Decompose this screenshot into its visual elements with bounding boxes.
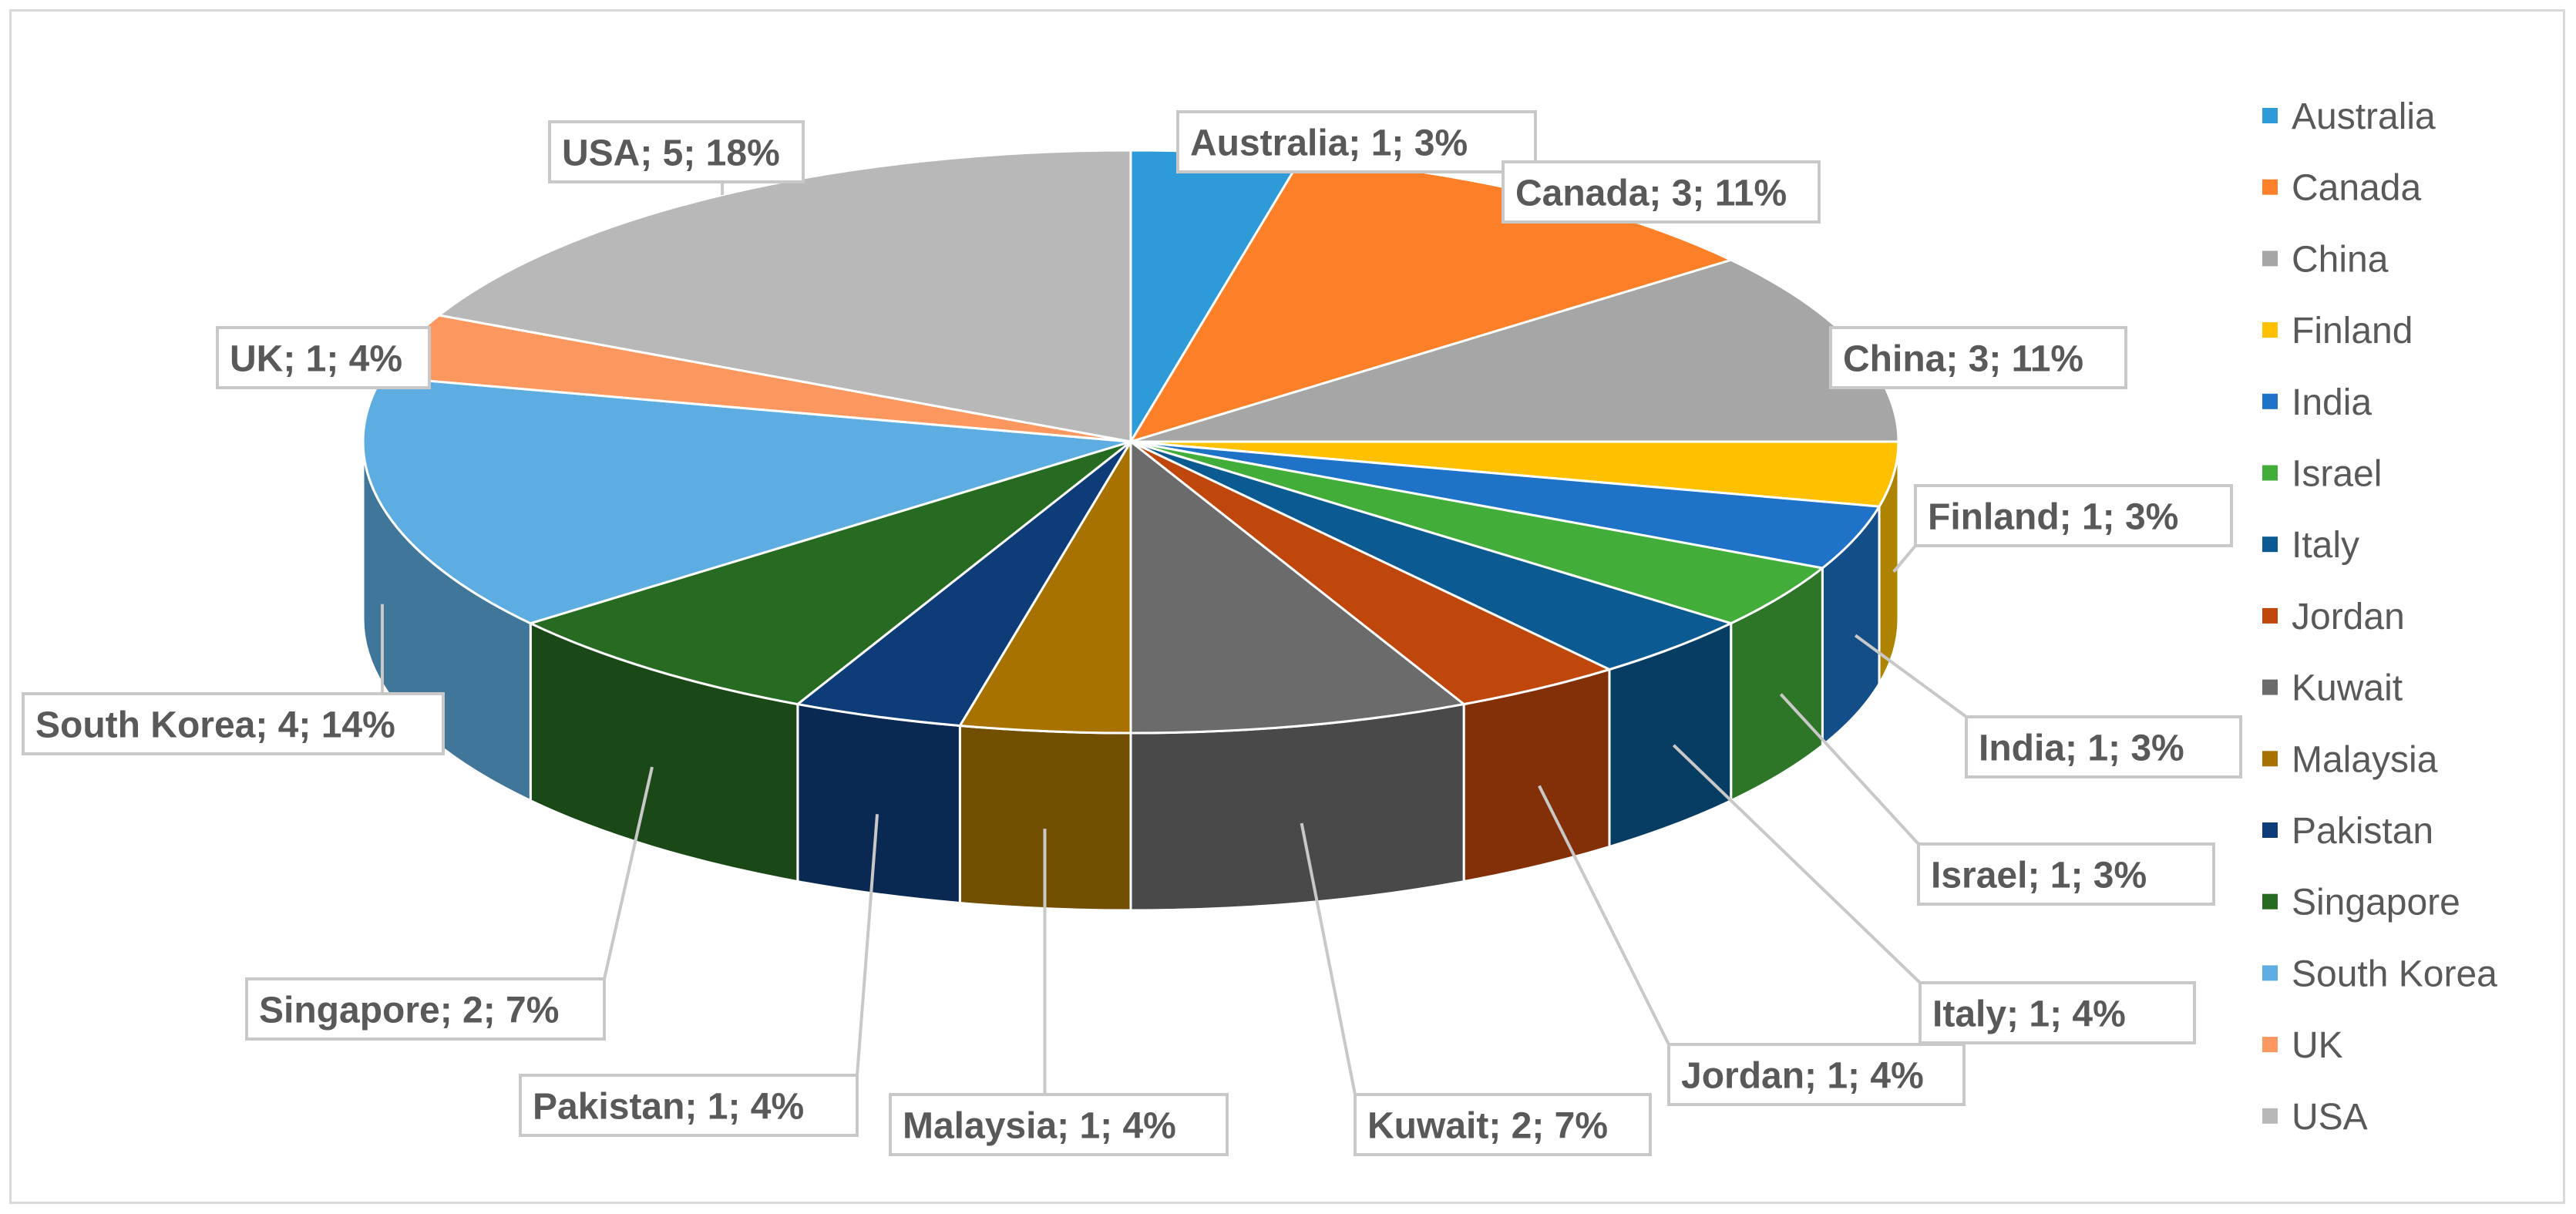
legend-label-south-korea: South Korea [2292, 953, 2497, 994]
legend-label-uk: UK [2292, 1025, 2343, 1066]
legend-label-israel: Israel [2292, 454, 2382, 495]
leader-line-finland [1892, 544, 1917, 573]
data-label-box-usa [548, 120, 805, 183]
pie-side-jordan [1462, 668, 1611, 883]
data-label-box-india [1965, 715, 2242, 779]
data-label-uk: UK; 1; 4% [230, 338, 402, 379]
data-label-india: India; 1; 3% [1979, 728, 2184, 768]
data-label-china: China; 3; 11% [1843, 338, 2083, 379]
legend-label-singapore: Singapore [2292, 883, 2460, 923]
pie-chart-3d: Australia; 1; 3% Canada; 3; 11% China; 3; … [22, 96, 2497, 1156]
data-label-box-malaysia [889, 1093, 1229, 1156]
legend-swatch-finland [2262, 322, 2278, 338]
data-label-box-pakistan [519, 1074, 859, 1137]
leader-line-israel [1779, 693, 1920, 846]
data-label-box-china [1829, 326, 2127, 389]
pie-top-face [362, 149, 1900, 735]
pie-slice-italy [1130, 440, 1734, 671]
pie-side-pakistan [796, 702, 961, 905]
leader-line-jordan [1538, 785, 1670, 1045]
legend-label-pakistan: Pakistan [2292, 811, 2433, 852]
legend-label-canada: Canada [2292, 168, 2421, 209]
data-label-box-italy [1919, 981, 2196, 1044]
legend-label-india: India [2292, 382, 2372, 423]
data-label-jordan: Jordan; 1; 4% [1681, 1055, 1924, 1096]
legend-swatch-usa [2262, 1108, 2278, 1124]
pie-slice-south-korea [362, 375, 1132, 625]
legend: Australia Canada China Finland India Israel It… [2262, 96, 2497, 1138]
legend-swatch-jordan [2262, 607, 2278, 624]
data-label-box-uk [216, 326, 431, 389]
legend-label-italy: Italy [2292, 525, 2359, 566]
legend-swatch-uk [2262, 1037, 2278, 1053]
pie-slice-jordan [1130, 440, 1613, 706]
legend-swatch-canada [2262, 179, 2278, 195]
legend-swatch-israel [2262, 465, 2278, 481]
data-label-malaysia: Malaysia; 1; 4% [903, 1105, 1176, 1146]
data-label-israel: Israel; 1; 3% [1931, 855, 2147, 896]
legend-label-finland: Finland [2292, 311, 2413, 351]
legend-label-jordan: Jordan [2292, 597, 2405, 637]
data-label-box-finland [1914, 484, 2233, 547]
leader-line-india [1854, 634, 1968, 718]
data-label-box-australia [1176, 110, 1537, 173]
data-label-usa: USA; 5; 18% [562, 133, 780, 173]
legend-label-usa: USA [2292, 1097, 2368, 1138]
data-label-singapore: Singapore; 2; 7% [259, 990, 559, 1031]
data-label-italy: Italy; 1; 4% [1932, 994, 2126, 1034]
legend-label-australia: Australia [2292, 96, 2436, 137]
data-label-box-kuwait [1354, 1093, 1652, 1156]
pie-slice-kuwait [1129, 439, 1467, 735]
legend-swatch-india [2262, 393, 2278, 409]
pie-slice-india [1130, 440, 1882, 570]
pie-slice-israel [1130, 440, 1825, 625]
data-label-box-canada [1502, 160, 1821, 224]
leader-line-kuwait [1300, 822, 1357, 1095]
legend-label-kuwait: Kuwait [2292, 668, 2403, 709]
data-label-box-singapore [245, 977, 606, 1041]
pie-side-kuwait [1129, 702, 1465, 912]
legend-swatch-china [2262, 251, 2278, 267]
data-label-canada: Canada; 3; 11% [1515, 173, 1787, 214]
data-label-box-israel [1917, 842, 2215, 906]
chart-area: Australia; 1; 3% Canada; 3; 11% China; 3; … [9, 9, 2565, 1204]
data-label-australia: Australia; 1; 3% [1190, 123, 1468, 163]
leader-line-pakistan [856, 814, 879, 1076]
leader-line-italy [1672, 744, 1922, 984]
legend-swatch-malaysia [2262, 751, 2278, 767]
legend-swatch-pakistan [2262, 822, 2278, 838]
legend-swatch-italy [2262, 536, 2278, 553]
data-label-box-jordan [1667, 1043, 1966, 1106]
data-label-pakistan: Pakistan; 1; 4% [533, 1086, 804, 1127]
legend-swatch-kuwait [2262, 679, 2278, 695]
data-label-south-korea: South Korea; 4; 14% [35, 705, 395, 745]
pie-slice-usa [436, 149, 1132, 443]
data-label-box-south-korea [22, 692, 445, 755]
legend-label-china: China [2292, 239, 2389, 280]
legend-label-malaysia: Malaysia [2292, 739, 2438, 780]
pie-slice-pakistan [795, 440, 1132, 728]
data-labels: Australia; 1; 3% Canada; 3; 11% China; 3; … [22, 110, 2242, 1156]
pie-slice-singapore [527, 440, 1132, 706]
legend-swatch-australia [2262, 108, 2278, 123]
data-label-finland: Finland; 1; 3% [1928, 496, 2178, 537]
legend-swatch-singapore [2262, 893, 2278, 910]
data-label-kuwait: Kuwait; 2; 7% [1367, 1105, 1608, 1146]
legend-swatch-south-korea [2262, 965, 2278, 981]
leader-line-singapore [603, 766, 654, 980]
